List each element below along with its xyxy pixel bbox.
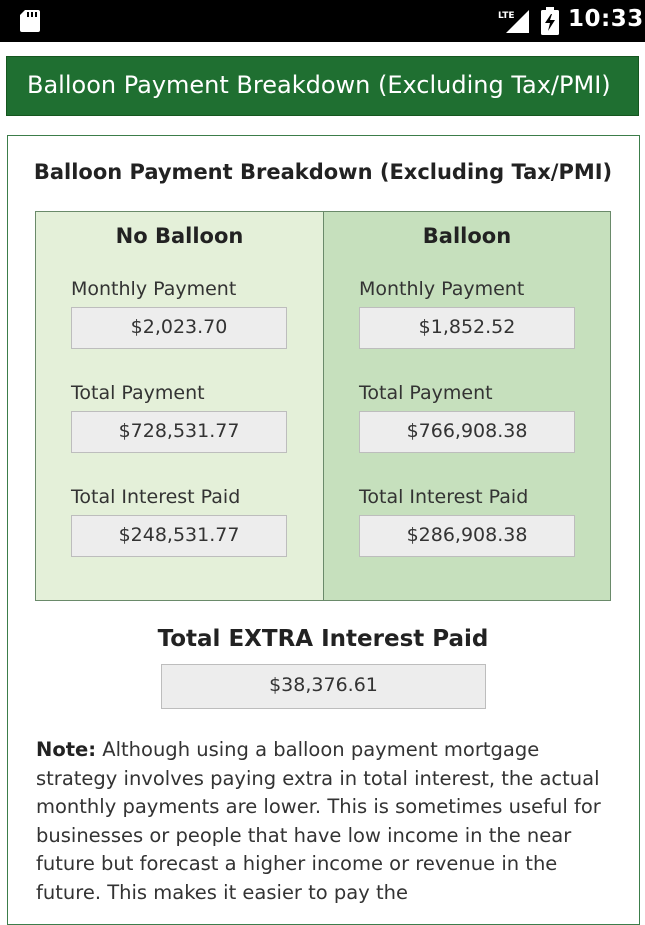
- card-title: Balloon Payment Breakdown (Excluding Tax…: [33, 160, 613, 184]
- balloon-total-value: $766,908.38: [359, 411, 575, 453]
- balloon-monthly-value: $1,852.52: [359, 307, 575, 349]
- no-balloon-total-label: Total Payment: [71, 382, 205, 404]
- no-balloon-heading: No Balloon: [115, 224, 244, 248]
- battery-charging-icon: [541, 7, 559, 35]
- app-header-title: Balloon Payment Breakdown (Excluding Tax…: [27, 71, 611, 99]
- no-balloon-column: No Balloon Monthly Payment $2,023.70 Tot…: [36, 212, 324, 600]
- comparison-table: No Balloon Monthly Payment $2,023.70 Tot…: [35, 211, 611, 601]
- signal-icon: LTE: [498, 10, 529, 33]
- no-balloon-interest-label: Total Interest Paid: [71, 486, 241, 508]
- note-paragraph: Note: Although using a balloon payment m…: [36, 736, 616, 907]
- no-balloon-monthly-label: Monthly Payment: [71, 278, 237, 300]
- balloon-total-label: Total Payment: [359, 382, 493, 404]
- no-balloon-monthly-value: $2,023.70: [71, 307, 287, 349]
- balloon-interest-label: Total Interest Paid: [359, 486, 529, 508]
- status-bar: LTE 10:33: [0, 0, 645, 42]
- app-header: Balloon Payment Breakdown (Excluding Tax…: [6, 56, 639, 116]
- no-balloon-total-value: $728,531.77: [71, 411, 287, 453]
- note-text: Although using a balloon payment mortgag…: [36, 738, 601, 904]
- extra-interest-label: Total EXTRA Interest Paid: [157, 626, 489, 652]
- balloon-column: Balloon Monthly Payment $1,852.52 Total …: [324, 212, 610, 600]
- balloon-interest-value: $286,908.38: [359, 515, 575, 557]
- sd-card-icon: [20, 10, 40, 32]
- network-type-label: LTE: [498, 11, 515, 21]
- extra-interest-value: $38,376.61: [161, 664, 486, 709]
- breakdown-card: Balloon Payment Breakdown (Excluding Tax…: [7, 135, 640, 925]
- balloon-monthly-label: Monthly Payment: [359, 278, 525, 300]
- clock: 10:33: [568, 6, 644, 32]
- no-balloon-interest-value: $248,531.77: [71, 515, 287, 557]
- balloon-heading: Balloon: [422, 224, 512, 248]
- note-label: Note:: [36, 738, 97, 761]
